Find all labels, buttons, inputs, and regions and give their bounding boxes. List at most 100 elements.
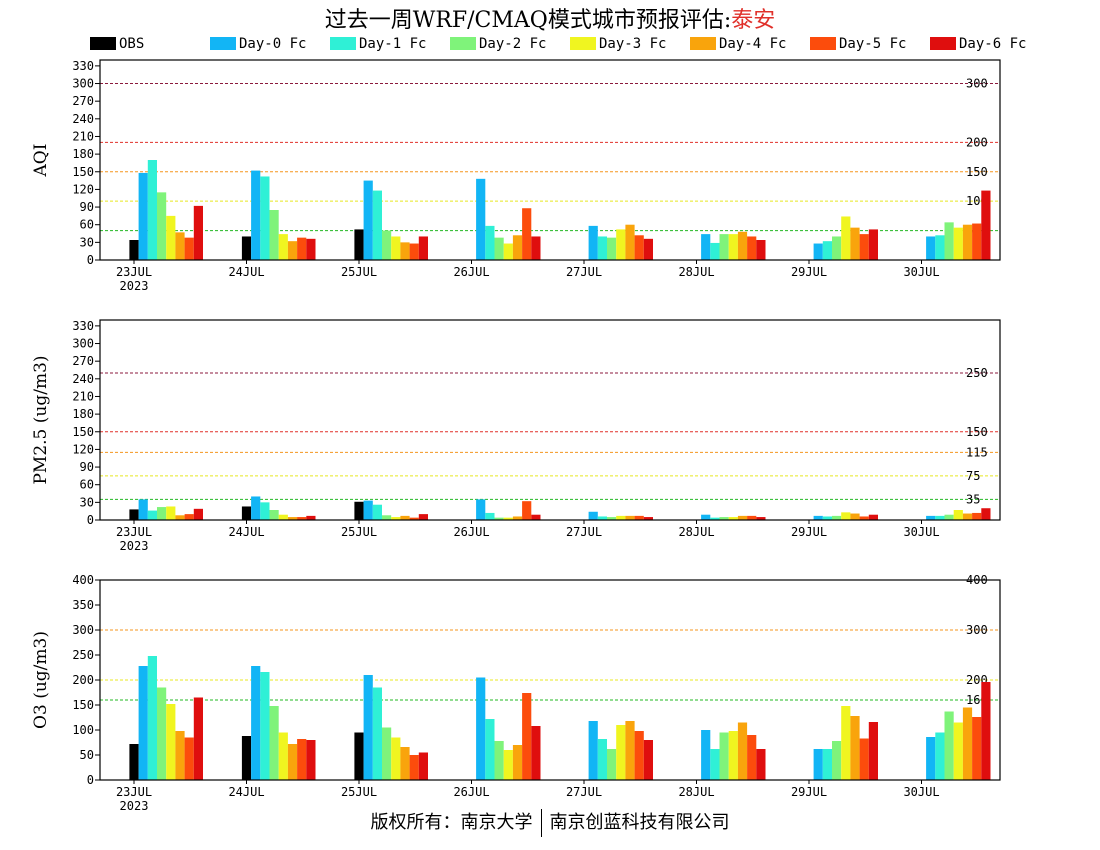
- bar-day-3-fc-26jul: [503, 750, 513, 780]
- bar-day-1-fc-23jul: [147, 510, 157, 520]
- bar-day-1-fc-25jul: [372, 687, 382, 780]
- bar-day-4-fc-25jul: [400, 515, 410, 520]
- bar-day-6-fc-29jul: [868, 722, 878, 780]
- legend-label: OBS: [119, 36, 145, 52]
- bar-day-0-fc-24jul: [251, 666, 261, 780]
- bar-day-5-fc-24jul: [297, 517, 307, 520]
- bar-day-4-fc-29jul: [850, 513, 860, 520]
- bar-day-2-fc-26jul: [494, 741, 504, 780]
- bar-day-5-fc-29jul: [859, 516, 869, 520]
- bar-day-0-fc-24jul: [251, 496, 261, 520]
- legend-label: Day-2 Fc: [479, 36, 547, 52]
- bar-day-3-fc-27jul: [616, 725, 626, 780]
- bar-obs-24jul: [241, 506, 252, 520]
- x-tick-label: 29JUL: [791, 785, 827, 799]
- bar-day-0-fc-26jul: [476, 677, 486, 780]
- chart-title: 过去一周WRF/CMAQ模式城市预报评估:泰安: [0, 2, 1100, 34]
- legend-label: Day-1 Fc: [359, 36, 427, 52]
- x-tick-label: 25JUL: [341, 785, 377, 799]
- bar-day-3-fc-23jul: [166, 506, 176, 520]
- bar-day-2-fc-24jul: [269, 706, 279, 780]
- bar-day-1-fc-29jul: [822, 749, 832, 780]
- x-tick-label: 28JUL: [678, 265, 714, 279]
- y-tick-label: 0: [87, 773, 94, 787]
- bar-day-3-fc-30jul: [953, 227, 963, 260]
- bar-day-2-fc-28jul: [719, 517, 729, 520]
- legend-item-day-5-fc: Day-5 Fc: [810, 35, 906, 53]
- bar-day-3-fc-28jul: [728, 517, 738, 520]
- bar-day-3-fc-25jul: [391, 236, 401, 260]
- y-tick-label: 30: [80, 495, 94, 509]
- bar-day-6-fc-29jul: [868, 229, 878, 260]
- bar-day-4-fc-26jul: [512, 516, 523, 520]
- bar-day-1-fc-27jul: [597, 739, 607, 780]
- bar-day-6-fc-30jul: [981, 190, 991, 260]
- y-tick-label: 250: [72, 648, 94, 662]
- bar-day-1-fc-27jul: [597, 516, 607, 520]
- bar-day-6-fc-28jul: [756, 240, 766, 260]
- legend-label: Day-6 Fc: [959, 36, 1027, 52]
- bar-day-0-fc-24jul: [251, 170, 261, 260]
- bar-day-5-fc-25jul: [409, 755, 419, 780]
- legend-item-day-1-fc: Day-1 Fc: [330, 35, 426, 53]
- x-tick-label: 23JUL: [116, 265, 152, 279]
- x-tick-label: 24JUL: [228, 265, 264, 279]
- bar-day-4-fc-25jul: [400, 747, 410, 780]
- bar-day-2-fc-27jul: [607, 237, 617, 260]
- legend-label: Day-5 Fc: [839, 36, 907, 52]
- bar-day-4-fc-23jul: [175, 232, 185, 260]
- legend-item-day-6-fc: Day-6 Fc: [930, 35, 1026, 53]
- bar-day-4-fc-24jul: [287, 241, 298, 260]
- bar-day-0-fc-25jul: [363, 500, 373, 520]
- bar-day-2-fc-26jul: [494, 517, 504, 520]
- x-tick-label: 28JUL: [678, 785, 714, 799]
- bar-day-5-fc-26jul: [522, 693, 532, 780]
- y-tick-label: 180: [72, 407, 94, 421]
- bar-day-0-fc-28jul: [701, 234, 711, 260]
- y-tick-label: 210: [72, 389, 94, 403]
- legend-swatch: [330, 37, 356, 50]
- bar-day-1-fc-29jul: [822, 516, 832, 520]
- bar-day-6-fc-27jul: [643, 517, 653, 520]
- bar-day-1-fc-25jul: [372, 504, 382, 520]
- bar-day-0-fc-30jul: [926, 515, 936, 520]
- bar-day-0-fc-28jul: [701, 514, 711, 520]
- bar-day-6-fc-26jul: [531, 726, 541, 780]
- bar-day-5-fc-23jul: [184, 737, 194, 780]
- bar-day-5-fc-24jul: [297, 237, 307, 260]
- bar-day-1-fc-23jul: [147, 656, 157, 780]
- panel-o3: 40030020016005010015020025030035040023JU…: [31, 573, 1001, 813]
- legend-swatch: [570, 37, 596, 50]
- bar-day-2-fc-23jul: [157, 687, 167, 780]
- bar-day-2-fc-24jul: [269, 210, 279, 260]
- reference-label-35: 35: [966, 492, 980, 506]
- bar-day-4-fc-26jul: [512, 745, 523, 780]
- x-tick-label: 27JUL: [566, 785, 602, 799]
- reference-label-150: 150: [966, 425, 988, 439]
- x-tick-label: 24JUL: [228, 525, 264, 539]
- bar-day-4-fc-24jul: [287, 744, 298, 780]
- plot-frame: [99, 319, 1001, 521]
- bar-day-0-fc-30jul: [926, 737, 936, 780]
- bar-day-0-fc-25jul: [363, 180, 373, 260]
- y-tick-label: 400: [72, 573, 94, 587]
- bar-day-6-fc-25jul: [418, 752, 428, 780]
- bar-day-4-fc-30jul: [962, 224, 973, 260]
- reference-label-250: 250: [966, 366, 988, 380]
- bar-day-0-fc-27jul: [588, 511, 598, 520]
- bar-day-6-fc-29jul: [868, 514, 878, 520]
- legend-swatch: [690, 37, 716, 50]
- bar-obs-25jul: [354, 229, 364, 260]
- y-tick-label: 50: [80, 748, 94, 762]
- x-tick-label: 29JUL: [791, 265, 827, 279]
- y-tick-label: 90: [80, 460, 94, 474]
- legend-swatch: [90, 37, 116, 50]
- x-year-label: 2023: [120, 539, 149, 553]
- bar-day-5-fc-24jul: [297, 739, 307, 780]
- bar-day-2-fc-30jul: [944, 514, 954, 520]
- bar-day-6-fc-23jul: [193, 508, 203, 520]
- y-tick-label: 150: [72, 698, 94, 712]
- bar-day-0-fc-28jul: [701, 730, 711, 780]
- legend-swatch: [450, 37, 476, 50]
